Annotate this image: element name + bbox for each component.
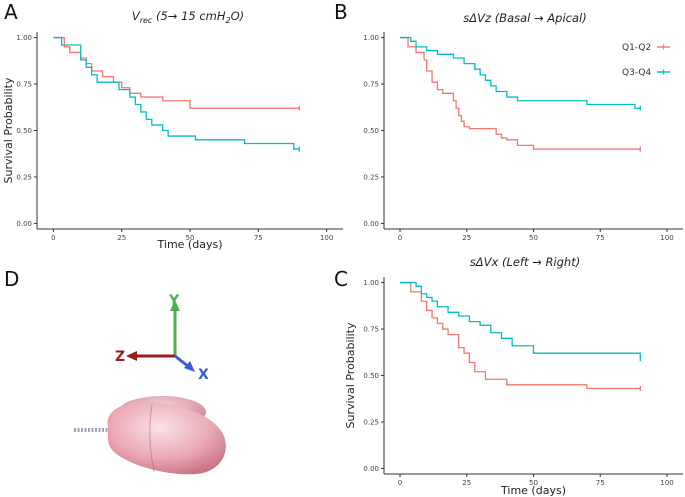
chart-a-title-part: 2 [226, 16, 231, 25]
legend-label-q3-q4: Q3-Q4 [622, 68, 651, 78]
chart-b-y-tick-label: 0.00 [363, 220, 379, 228]
chart-c-y-title: Survival Probability [344, 322, 357, 428]
chart-c-x-title: Time (days) [500, 484, 566, 497]
chart-a-x-title: Time (days) [157, 238, 223, 251]
chart-a-title-part: (5→ 15 cmH [152, 9, 226, 23]
chart-a-x-tick-label: 75 [254, 234, 263, 242]
chart-c-y-tick-label: 0.00 [363, 465, 379, 473]
chart-a-y-tick-label: 0.50 [16, 127, 32, 135]
panel-label-d: D [4, 267, 19, 291]
chart-a-y-title: Survival Probability [2, 77, 15, 183]
chart-c-y-tick-label: 0.75 [363, 326, 379, 334]
y-axis-label: Y [168, 293, 180, 309]
coordinate-axes: Y Z X [115, 293, 209, 383]
chart-b-y-tick-label: 0.75 [363, 81, 379, 89]
lung-main-body [107, 401, 226, 475]
chart-a-y-tick-label: 0.75 [16, 81, 32, 89]
z-axis-arrowhead [126, 351, 137, 361]
chart-c: sΔVx (Left → Right) 0.00 0.25 0.50 0.75 1.00 0… [344, 255, 683, 497]
chart-c-x-tick-label: 100 [660, 479, 673, 487]
chart-a-title-part: O) [231, 9, 245, 23]
chart-c-x-tick-label: 50 [529, 479, 538, 487]
chart-a-y-tick-label: 0.25 [16, 173, 32, 181]
chart-c-series-q3-q4-line [400, 281, 641, 359]
chart-c-x-tick-label: 25 [462, 479, 471, 487]
panel-label-c: C [334, 267, 348, 291]
chart-c-title: sΔVx (Left → Right) [470, 255, 580, 269]
z-axis-label: Z [115, 349, 125, 365]
chart-a: Vrec (5→ 15 cmH2O) 0.00 0.25 0.50 0.75 1.00 0 2… [2, 9, 343, 251]
chart-a-x-tick-label: 50 [186, 234, 195, 242]
x-axis-label: X [198, 367, 209, 383]
chart-a-y-tick-label: 1.00 [16, 34, 32, 42]
chart-b-x-tick-label: 25 [462, 234, 471, 242]
chart-a-title-part: rec [140, 16, 153, 25]
chart-b-series-q3-q4-line [400, 36, 641, 109]
chart-c-y-tick-label: 0.50 [363, 372, 379, 380]
chart-c-series-q1-q2-line [400, 281, 641, 390]
panel-label-b: B [334, 0, 348, 24]
chart-b-y-tick-label: 1.00 [363, 34, 379, 42]
panel-label-a: A [4, 0, 18, 24]
chart-a-series-q3-q4-line [53, 36, 300, 150]
chart-a-title-part: V [132, 9, 141, 23]
chart-b: sΔVz (Basal → Apical) 0.00 0.25 0.50 0.75 1.0… [363, 11, 683, 242]
lung-fissure [149, 404, 155, 473]
legend-label-q1-q2: Q1-Q2 [622, 43, 651, 53]
chart-a-x-tick-label: 0 [51, 234, 55, 242]
chart-b-x-tick-label: 0 [398, 234, 402, 242]
lung-illustration-icon [74, 396, 226, 475]
chart-b-x-tick-label: 75 [596, 234, 605, 242]
x-axis-arrowhead [184, 361, 195, 372]
chart-c-x-tick-label: 0 [398, 479, 402, 487]
chart-a-x-tick-label: 100 [320, 234, 333, 242]
chart-b-x-tick-label: 50 [529, 234, 538, 242]
chart-a-y-tick-label: 0.00 [16, 220, 32, 228]
chart-b-title: sΔVz (Basal → Apical) [463, 11, 586, 25]
chart-b-y-tick-label: 0.50 [363, 127, 379, 135]
chart-a-x-tick-label: 25 [117, 234, 126, 242]
chart-a-title: Vrec (5→ 15 cmH2O) [132, 9, 244, 25]
chart-a-series-q1-q2-line [53, 36, 300, 109]
chart-c-y-tick-label: 0.25 [363, 418, 379, 426]
chart-b-series-q1-q2-line [400, 36, 641, 150]
chart-c-x-tick-label: 75 [596, 479, 605, 487]
chart-b-x-tick-label: 100 [660, 234, 673, 242]
chart-b-y-tick-label: 0.25 [363, 173, 379, 181]
y-axis-arrowhead [170, 300, 180, 311]
chart-c-y-tick-label: 1.00 [363, 279, 379, 287]
